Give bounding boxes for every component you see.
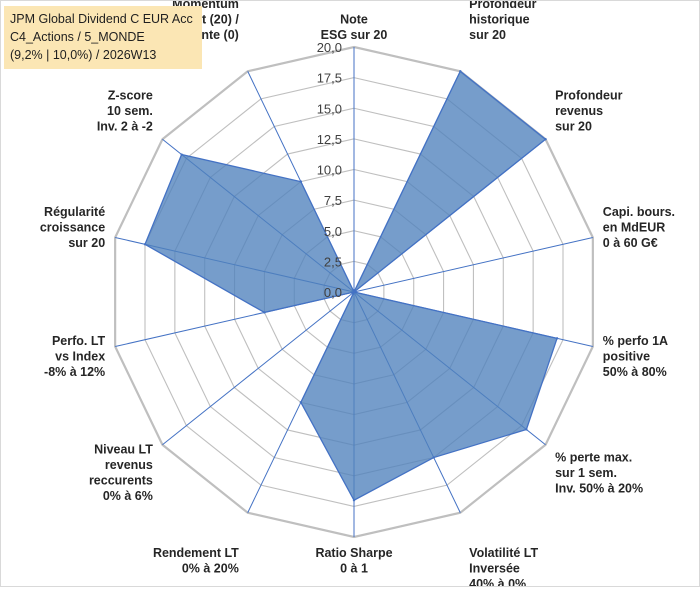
series-point	[299, 401, 303, 404]
fund-title-line-3: (9,2% | 10,0%) / 2026W13	[10, 48, 157, 62]
radial-tick-label: 10,0	[317, 163, 342, 178]
axis-label: % perfo 1A positive 50% à 80%	[603, 334, 668, 379]
axis-label: Profondeur historique sur 20	[469, 1, 536, 42]
axis-label: Rendement LT 0% à 20%	[153, 546, 239, 576]
radial-tick-labels: 0,0 2,5 5,0 7,5 10,0 12,5 15,0 17,5 20,0	[317, 40, 342, 300]
radial-tick-label: 2,5	[324, 254, 342, 269]
radial-tick-label: 20,0	[317, 40, 342, 55]
series-point	[555, 337, 559, 340]
axis-label: Volatilité LT Inversée 40% à 0%	[469, 546, 538, 586]
series-point	[544, 138, 547, 141]
axis-label: Capi. bours. en MdEUR 0 à 60 G€	[603, 205, 675, 250]
axis-label: Profondeur revenus sur 20	[555, 89, 622, 134]
series-point	[432, 456, 435, 459]
radial-tick-label: 0,0	[324, 285, 342, 300]
series-point	[143, 243, 147, 246]
series-point	[180, 153, 183, 156]
axis-spoke	[353, 236, 593, 293]
series-point	[299, 180, 303, 183]
radar-series	[143, 70, 559, 502]
radial-tick-label: 12,5	[317, 132, 342, 147]
series-point	[525, 428, 528, 431]
axis-spoke	[162, 291, 355, 446]
radial-tick-label: 5,0	[324, 224, 342, 239]
radial-tick-label: 7,5	[324, 193, 342, 208]
fund-title-box: JPM Global Dividend C EUR Acc C4_Actions…	[4, 6, 202, 69]
axis-label: Perfo. LT vs Index -8% à 12%	[44, 334, 106, 379]
axis-label: Niveau LT revenus reccurents 0% à 6%	[89, 443, 153, 504]
axis-label: % perte max. sur 1 sem. Inv. 50% à 20%	[555, 450, 643, 495]
radial-tick-label: 17,5	[317, 71, 342, 86]
series-area	[144, 70, 558, 502]
series-point	[459, 70, 462, 73]
series-point	[352, 290, 356, 294]
axis-label: Ratio Sharpe 0 à 1	[315, 546, 392, 576]
radial-tick-label: 15,0	[317, 101, 342, 116]
axis-label: Note ESG sur 20	[321, 13, 388, 43]
fund-title-line-2: C4_Actions / 5_MONDE	[10, 30, 145, 44]
series-point	[263, 311, 266, 314]
axis-label: Z-score 10 sem. Inv. 2 à -2	[97, 89, 153, 134]
series-point	[352, 499, 356, 502]
fund-title-line-1: JPM Global Dividend C EUR Acc	[10, 12, 193, 26]
axis-label: Régularité croissance sur 20	[40, 205, 105, 250]
